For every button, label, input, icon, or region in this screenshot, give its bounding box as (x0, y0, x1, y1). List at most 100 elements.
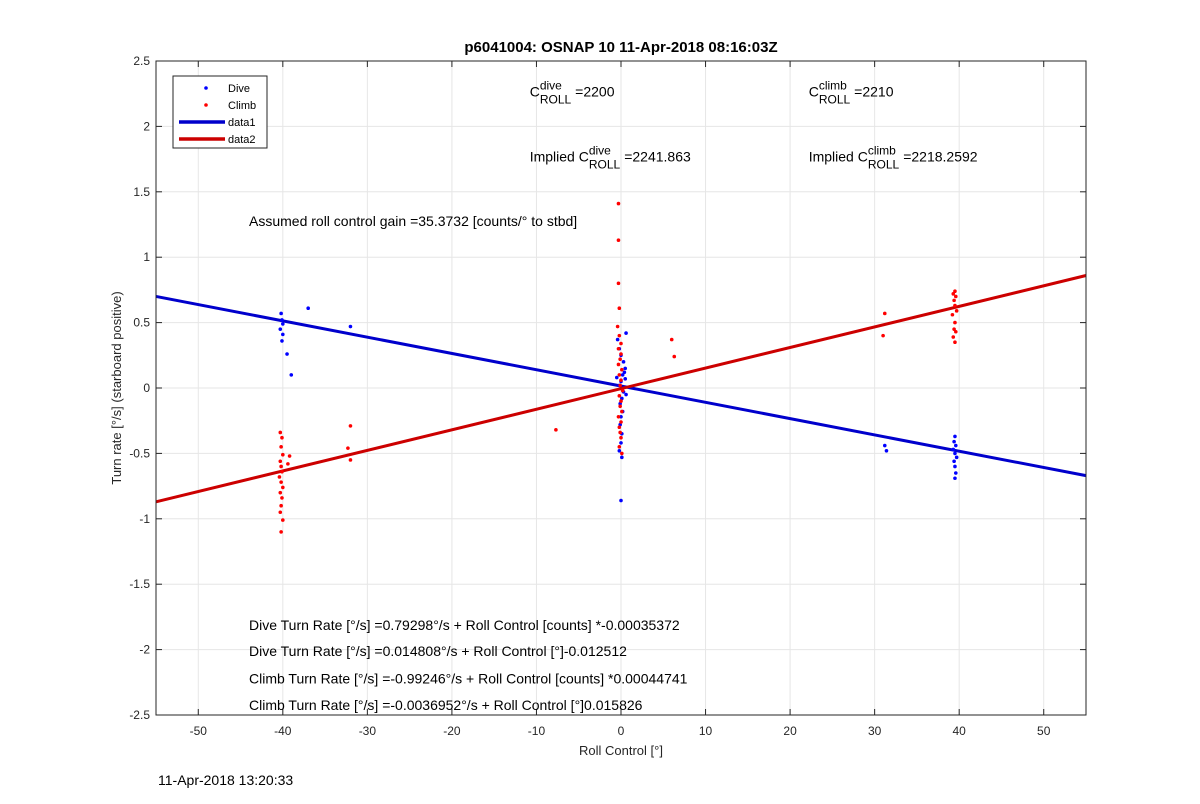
x-tick-label: 30 (868, 724, 882, 738)
annotation-subscript: ROLL (819, 92, 851, 106)
climb-point (619, 341, 623, 346)
dive-point (951, 447, 956, 452)
dive-point (280, 318, 284, 322)
climb-point (278, 430, 283, 435)
dive-point (619, 498, 623, 503)
dive-point (619, 414, 623, 419)
climb-point (952, 298, 956, 303)
climb-point (951, 292, 956, 296)
climb-point (669, 337, 674, 342)
climb-point (617, 333, 622, 338)
dive-point (281, 332, 285, 337)
y-tick-label: 2 (143, 119, 150, 133)
climb-point (616, 414, 621, 419)
climb-point (953, 340, 957, 345)
climb-point (279, 503, 283, 508)
dive-point (624, 392, 628, 397)
climb-point (279, 480, 283, 484)
climb-point (953, 289, 957, 294)
climb-point (348, 424, 353, 428)
climb-point (346, 446, 350, 450)
note-fit-climb-deg: Climb Turn Rate [°/s] =-0.0036952°/s + R… (249, 697, 643, 713)
dive-point (306, 306, 310, 311)
climb-point (950, 312, 955, 317)
climb-point (617, 306, 622, 311)
annotation-value: =2241.863 (624, 149, 691, 165)
dive-point (289, 373, 294, 377)
climb-point (618, 357, 622, 362)
annotation-superscript: dive (540, 78, 562, 92)
dive-point (624, 331, 628, 335)
dive-point (623, 366, 628, 371)
y-tick-label: -1 (139, 512, 150, 526)
dive-point (619, 441, 623, 445)
dive-point (279, 311, 283, 316)
dive-point (952, 459, 956, 464)
dive-point (621, 360, 626, 364)
climb-point (619, 378, 623, 382)
climb-point (348, 458, 353, 462)
climb-point (616, 281, 621, 286)
x-tick-label: 20 (783, 724, 797, 738)
legend-label: data1 (228, 117, 256, 129)
annotation-prefix: Implied (530, 149, 579, 165)
climb-point (281, 485, 285, 490)
y-tick-label: -2.5 (129, 708, 150, 722)
annotation-base: C (809, 83, 819, 99)
dive-point (954, 443, 958, 448)
climb-point (279, 530, 283, 534)
dive-point (954, 455, 959, 460)
climb-point (616, 238, 621, 242)
dive-point (953, 464, 957, 469)
x-tick-label: 10 (699, 724, 713, 738)
legend-box (172, 75, 268, 149)
dive-point (882, 443, 887, 448)
y-tick-label: -2 (139, 643, 150, 657)
dive-point (617, 448, 622, 453)
climb-point (617, 394, 622, 398)
annotation-c-roll-climb: Cclimb ROLL =2210 (809, 78, 894, 106)
climb-point (620, 409, 624, 414)
climb-point (278, 459, 283, 464)
x-tick-label: -20 (443, 724, 461, 738)
climb-point (954, 309, 959, 313)
climb-point (280, 435, 284, 440)
climb-point (281, 452, 285, 457)
dive-point (954, 471, 958, 475)
climb-point (617, 445, 622, 449)
x-tick-label: 40 (953, 724, 967, 738)
climb-point (953, 303, 957, 308)
climb-point (881, 333, 885, 338)
annotation-subscript: ROLL (589, 158, 621, 172)
climb-point (618, 404, 622, 409)
climb-point (280, 496, 284, 500)
dive-point (953, 476, 957, 481)
climb-point (616, 201, 621, 206)
legend-marker-climb (204, 103, 208, 107)
dive-point (623, 377, 628, 381)
x-tick-label: -10 (528, 724, 546, 738)
x-tick-label: 0 (618, 724, 625, 738)
annotation-value: =2218.2592 (903, 149, 978, 165)
dive-point (620, 455, 624, 460)
x-tick-label: -40 (274, 724, 292, 738)
climb-point (620, 367, 624, 372)
annotation-base: C (579, 149, 589, 165)
annotation-superscript: climb (819, 78, 847, 92)
climb-point (286, 462, 290, 466)
dive-point (280, 339, 284, 343)
series-layer (155, 201, 1087, 534)
climb-point (619, 420, 623, 424)
footer-timestamp: 11-Apr-2018 13:20:33 (158, 772, 294, 788)
annotation-subscript: ROLL (540, 92, 572, 106)
climb-point (618, 383, 622, 388)
y-tick-label: 0 (143, 381, 150, 395)
climb-point (616, 362, 621, 367)
climb-point (951, 335, 956, 339)
annotation-implied-climb: Implied Cclimb ROLL =2218.2592 (809, 144, 978, 172)
series-data2-line (155, 274, 1087, 504)
annotation-prefix: Implied (809, 149, 858, 165)
legend: Dive Climb data1 data2 (172, 75, 268, 149)
